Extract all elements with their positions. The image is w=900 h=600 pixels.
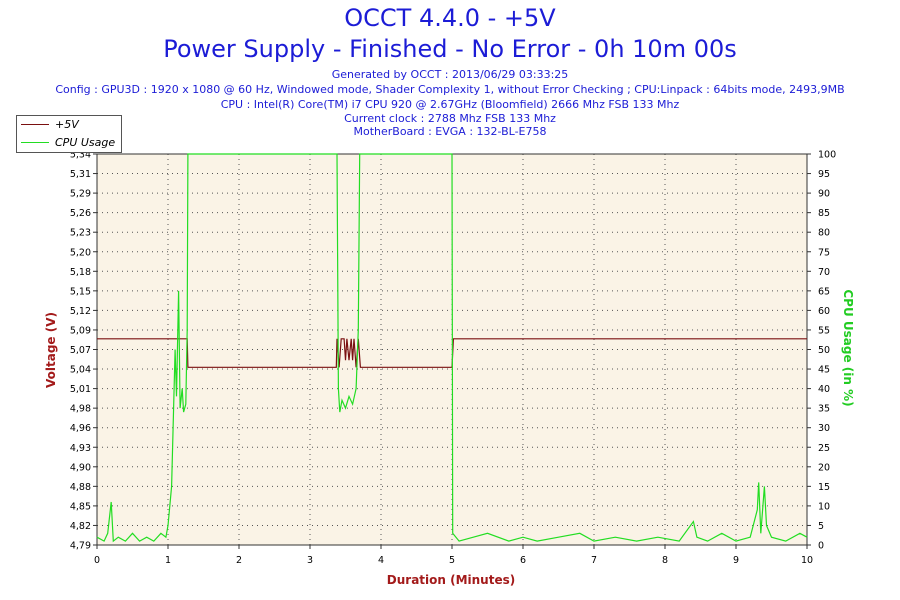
- y-tick-label-right: 65: [818, 286, 830, 297]
- y-tick-label-left: 4,88: [70, 482, 91, 493]
- legend-label-cpu: CPU Usage: [55, 136, 116, 149]
- info-cpu: CPU : Intel(R) Core(TM) i7 CPU 920 @ 2.6…: [220, 98, 680, 111]
- x-tick-label: 7: [591, 555, 597, 566]
- y-tick-label-left: 4,96: [70, 423, 91, 434]
- y-tick-label-left: 5,34: [70, 150, 91, 161]
- y-tick-label-right: 50: [818, 345, 830, 356]
- y-tick-label-left: 4,85: [70, 501, 91, 512]
- series-line-cpu: [96, 153, 808, 543]
- y-axis-label-right: CPU Usage (in %): [841, 289, 855, 407]
- y-tick-label-left: 5,31: [70, 169, 91, 180]
- y-tick-label-right: 30: [818, 423, 830, 434]
- y-tick-label-left: 5,29: [70, 189, 91, 200]
- y-tick-label-left: 4,98: [70, 404, 91, 415]
- y-tick-label-right: 75: [818, 247, 830, 258]
- y-tick-label-left: 5,23: [70, 228, 91, 239]
- y-tick-label-right: 55: [818, 325, 830, 336]
- legend: +5V CPU Usage: [16, 115, 122, 153]
- y-tick-label-right: 0: [818, 541, 824, 552]
- y-tick-label-right: 15: [818, 482, 830, 493]
- x-axis-label: Duration (Minutes): [386, 573, 516, 587]
- x-tick-label: 1: [165, 555, 171, 566]
- x-tick-label: 4: [378, 555, 384, 566]
- y-tick-label-right: 5: [818, 521, 824, 532]
- y-tick-label-left: 5,12: [70, 306, 91, 317]
- y-tick-label-left: 5,18: [70, 267, 91, 278]
- y-tick-label-left: 5,15: [70, 286, 91, 297]
- y-tick-label-right: 95: [818, 169, 830, 180]
- y-tick-label-right: 70: [818, 267, 830, 278]
- y-tick-label-right: 90: [818, 189, 830, 200]
- x-tick-label: 8: [662, 555, 668, 566]
- info-clock: Current clock : 2788 Mhz FSB 133 Mhz: [344, 112, 556, 125]
- x-tick-label: 10: [801, 555, 813, 566]
- x-tick-label: 0: [94, 555, 100, 566]
- y-tick-label-right: 60: [818, 306, 830, 317]
- info-config: Config : GPU3D : 1920 x 1080 @ 60 Hz, Wi…: [55, 83, 845, 96]
- y-tick-label-left: 5,07: [70, 345, 91, 356]
- y-tick-label-right: 100: [818, 150, 836, 161]
- y-tick-label-left: 4,79: [70, 541, 91, 552]
- chart-subtitle: Power Supply - Finished - No Error - 0h …: [163, 35, 737, 63]
- y-tick-label-left: 4,93: [70, 443, 91, 454]
- y-tick-label-left: 4,90: [70, 462, 91, 473]
- x-tick-label: 5: [449, 555, 455, 566]
- y-tick-label-right: 85: [818, 208, 830, 219]
- legend-label-voltage: +5V: [55, 118, 79, 131]
- y-tick-label-right: 35: [818, 404, 830, 415]
- x-tick-label: 2: [236, 555, 242, 566]
- legend-item-cpu: CPU Usage: [17, 134, 121, 152]
- chart-title: OCCT 4.4.0 - +5V: [344, 4, 556, 32]
- y-tick-label-right: 80: [818, 228, 830, 239]
- x-tick-label: 6: [520, 555, 526, 566]
- y-tick-label-left: 5,26: [70, 208, 91, 219]
- y-tick-label-left: 5,01: [70, 384, 91, 395]
- x-tick-label: 9: [733, 555, 739, 566]
- info-motherboard: MotherBoard : EVGA : 132-BL-E758: [353, 125, 547, 138]
- y-tick-label-left: 5,04: [70, 365, 91, 376]
- y-tick-label-right: 10: [818, 501, 830, 512]
- legend-swatch-cpu: [21, 142, 49, 143]
- series-line-voltage: [97, 338, 807, 368]
- info-generated: Generated by OCCT : 2013/06/29 03:33:25: [331, 68, 569, 81]
- y-tick-label-right: 40: [818, 384, 830, 395]
- legend-swatch-voltage: [21, 124, 49, 125]
- y-tick-label-right: 20: [818, 462, 830, 473]
- y-tick-label-right: 25: [818, 443, 830, 454]
- legend-item-voltage: +5V: [17, 116, 121, 134]
- y-tick-label-left: 5,20: [70, 247, 91, 258]
- y-tick-label-left: 4,82: [70, 521, 91, 532]
- y-tick-label-left: 5,09: [70, 325, 91, 336]
- x-tick-label: 3: [307, 555, 313, 566]
- y-axis-label-left: Voltage (V): [44, 312, 58, 388]
- y-tick-label-right: 45: [818, 365, 830, 376]
